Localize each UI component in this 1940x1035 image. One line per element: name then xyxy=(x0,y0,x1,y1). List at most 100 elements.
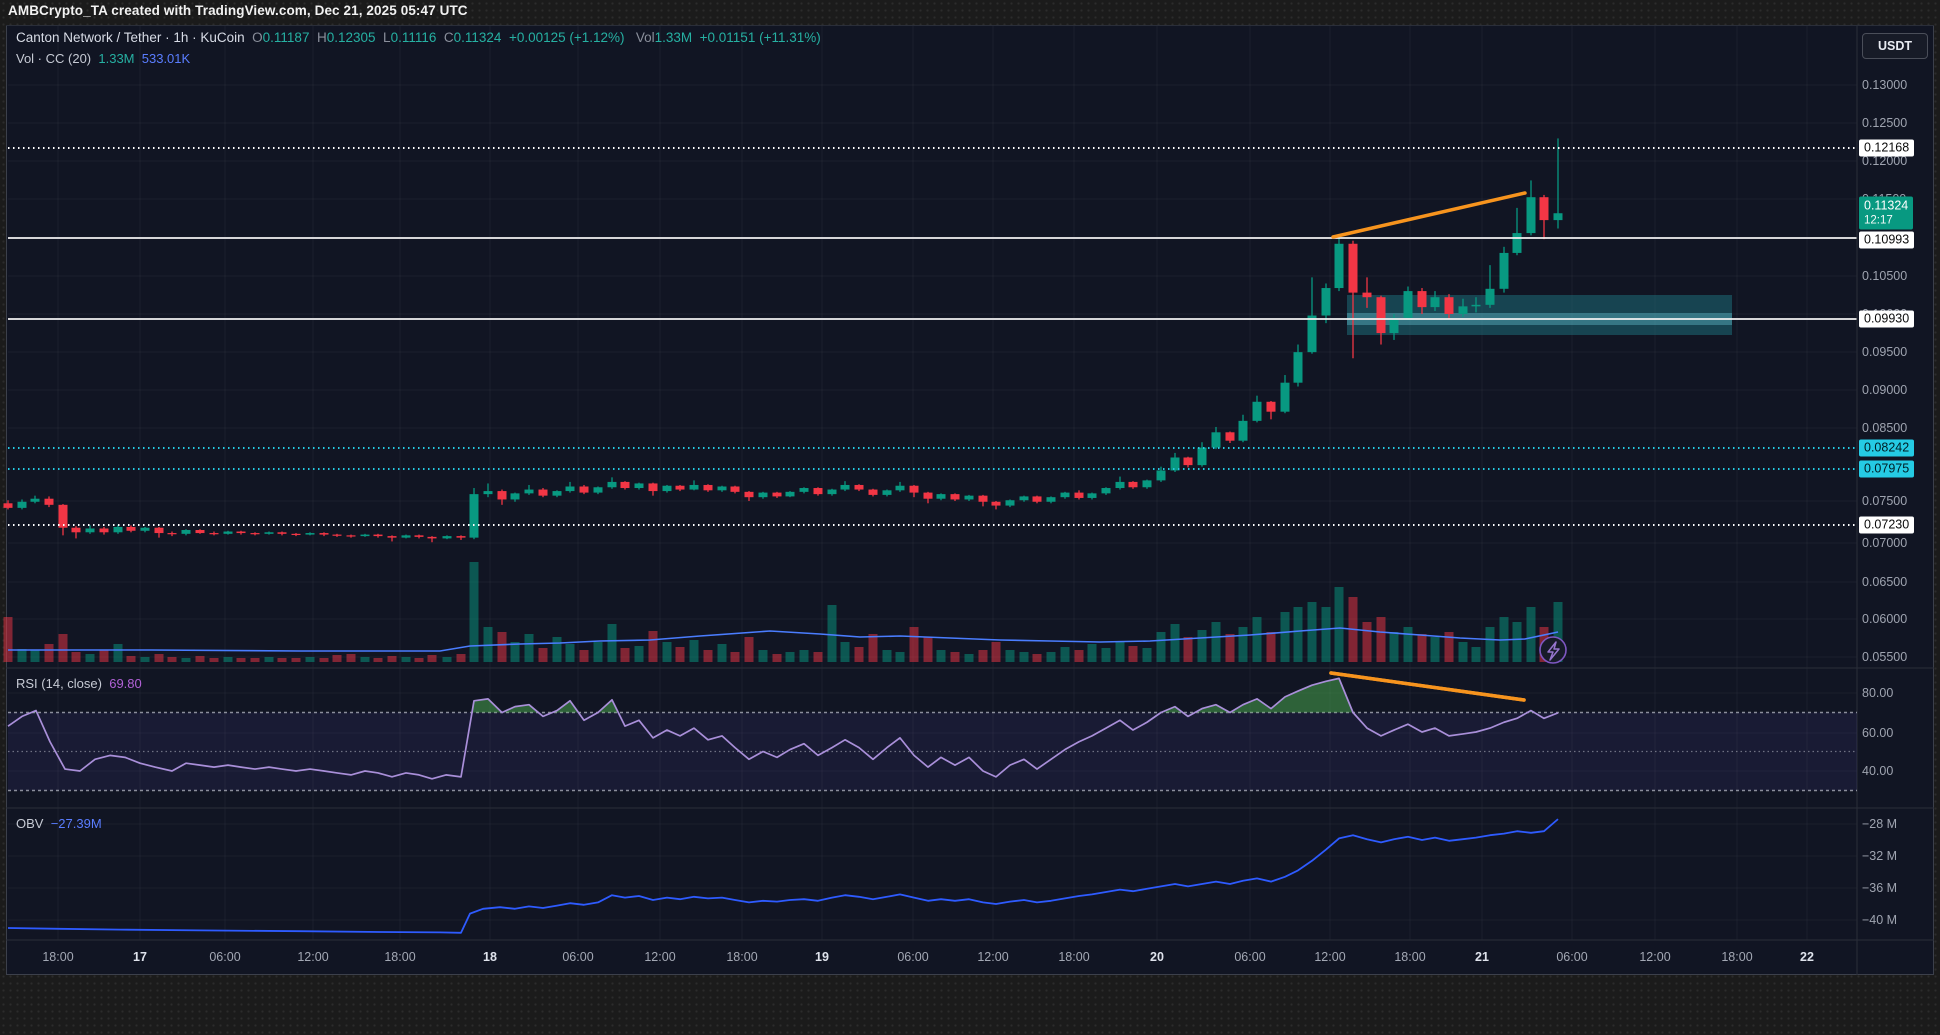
candle-body xyxy=(882,490,892,495)
candle-body xyxy=(662,485,672,492)
price-trendline[interactable] xyxy=(1331,191,1527,239)
volume-bar xyxy=(209,658,219,662)
price-tick: 0.06000 xyxy=(1862,612,1908,626)
volume-bar xyxy=(936,650,946,662)
candle-body xyxy=(813,488,823,495)
candle-body xyxy=(1170,457,1180,471)
rsi-overbought-fill xyxy=(1195,704,1230,713)
time-tick: 17 xyxy=(133,950,147,964)
volume-bar xyxy=(442,657,452,662)
candle-body xyxy=(634,483,644,489)
currency-toggle-button[interactable]: USDT xyxy=(1862,33,1928,59)
volume-bar xyxy=(1060,647,1070,662)
volume-bar xyxy=(1019,652,1029,662)
symbol-title: Canton Network / Tether · 1h · KuCoin xyxy=(16,30,245,45)
volume-bar xyxy=(799,650,809,662)
rsi-overbought-fill xyxy=(1230,678,1353,713)
time-tick: 22 xyxy=(1800,950,1814,964)
volume-bar xyxy=(71,652,81,662)
candle-body xyxy=(620,481,630,489)
candle-body xyxy=(113,526,123,533)
candle-body xyxy=(717,486,727,491)
volume-bar xyxy=(181,658,191,662)
symbol-legend[interactable]: Canton Network / Tether · 1h · KuCoin O0… xyxy=(16,30,821,45)
candle-body xyxy=(744,491,754,498)
volume-change-value: +0.01151 (+11.31%) xyxy=(699,30,821,45)
candle-body xyxy=(427,536,437,539)
volume-bar xyxy=(291,658,301,662)
volume-bar xyxy=(620,648,630,662)
volume-indicator-v1: 1.33M xyxy=(98,51,135,66)
candle-body xyxy=(1471,304,1481,307)
close-value: 0.11324 xyxy=(453,30,502,45)
candle-body xyxy=(827,489,837,495)
candle-body xyxy=(181,530,191,534)
rsi-overbought-fill xyxy=(472,698,502,713)
rsi-overbought-fill xyxy=(502,704,539,713)
volume-bar xyxy=(1280,612,1290,662)
footer-bar: TradingView xyxy=(0,975,1940,1035)
candle-body xyxy=(978,495,988,502)
lightning-icon xyxy=(1547,641,1560,661)
boost-button[interactable] xyxy=(1539,636,1567,664)
candle-body xyxy=(1005,500,1015,506)
candle-body xyxy=(1403,291,1413,318)
level-price-label: 0.10993 xyxy=(1859,231,1915,249)
close-label: C xyxy=(443,30,454,45)
time-tick: 06:00 xyxy=(1234,950,1266,964)
volume-bar xyxy=(538,648,548,662)
volume-bar xyxy=(17,649,27,662)
volume-bar xyxy=(1156,632,1166,662)
time-tick: 18 xyxy=(483,950,497,964)
volume-bar xyxy=(1307,602,1317,662)
candle-body xyxy=(85,528,95,533)
candle-body xyxy=(1142,480,1152,488)
low-label: L xyxy=(383,30,391,45)
volume-bar xyxy=(99,650,109,662)
rsi-line xyxy=(7,677,1559,780)
candle-body xyxy=(510,493,520,500)
obv-legend[interactable]: OBV −27.39M xyxy=(16,816,102,831)
volume-bar xyxy=(1238,627,1248,662)
volume-bar xyxy=(1389,632,1399,662)
time-tick: 06:00 xyxy=(209,950,241,964)
rsi-tick: 60.00 xyxy=(1862,726,1894,740)
volume-bar xyxy=(1362,622,1372,662)
candle-body xyxy=(1225,432,1235,441)
candle-body xyxy=(1553,213,1563,221)
candle-body xyxy=(126,526,136,531)
volume-bar xyxy=(1458,642,1468,662)
change-value: +0.00125 (+1.12%) xyxy=(508,30,625,45)
obv-tick: −40 M xyxy=(1862,913,1898,927)
time-tick: 06:00 xyxy=(1556,950,1588,964)
candle-body xyxy=(71,527,81,533)
candle-body xyxy=(1348,243,1358,293)
volume-bar xyxy=(305,657,315,662)
volume-bar xyxy=(319,658,329,662)
volume-bar xyxy=(414,658,424,662)
candle-body xyxy=(17,501,27,508)
candle-body xyxy=(456,536,466,538)
rsi-value: 69.80 xyxy=(109,676,142,691)
volume-bar xyxy=(30,650,40,662)
rsi-tick: 80.00 xyxy=(1862,686,1894,700)
volume-bar xyxy=(634,646,644,662)
rsi-trendline[interactable] xyxy=(1329,671,1526,702)
time-tick: 18:00 xyxy=(726,950,758,964)
time-tick: 20 xyxy=(1150,950,1164,964)
chart-window[interactable] xyxy=(6,25,1934,975)
volume-bar xyxy=(58,634,68,662)
candle-body xyxy=(1101,488,1111,494)
obv-tick: −36 M xyxy=(1862,881,1898,895)
candle-body xyxy=(1032,496,1042,502)
volume-bar xyxy=(346,654,356,662)
open-value: 0.11187 xyxy=(262,30,310,45)
volume-bar xyxy=(373,658,383,662)
rsi-legend[interactable]: RSI (14, close) 69.80 xyxy=(16,676,142,691)
candle-body xyxy=(1197,447,1207,466)
candle-body xyxy=(950,494,960,500)
candle-body xyxy=(607,481,617,488)
time-tick: 18:00 xyxy=(1058,950,1090,964)
volume-indicator-legend[interactable]: Vol · CC (20) 1.33M 533.01K xyxy=(16,51,190,66)
